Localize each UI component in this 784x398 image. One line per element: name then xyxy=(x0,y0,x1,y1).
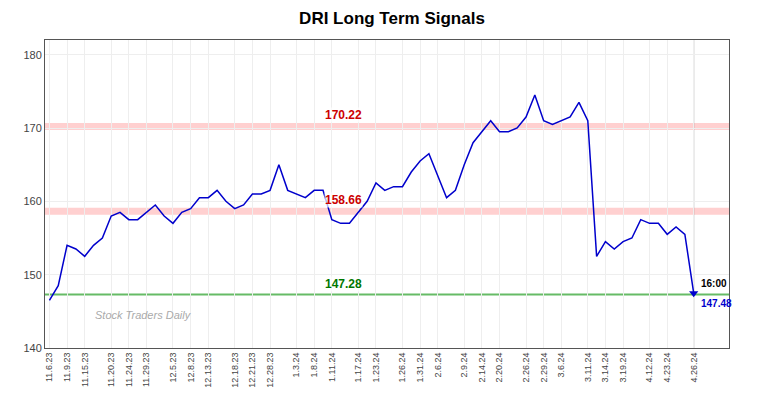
svg-text:1.3.24: 1.3.24 xyxy=(291,353,301,378)
svg-text:12.8.23: 12.8.23 xyxy=(186,353,196,383)
svg-text:1.11.24: 1.11.24 xyxy=(327,353,337,382)
svg-text:11.20.23: 11.20.23 xyxy=(106,353,116,387)
svg-text:4.26.24: 4.26.24 xyxy=(689,353,699,383)
svg-text:170.22: 170.22 xyxy=(325,108,362,122)
svg-text:2.29.24: 2.29.24 xyxy=(539,353,549,383)
svg-text:147.48: 147.48 xyxy=(701,298,732,309)
svg-text:147.28: 147.28 xyxy=(325,277,362,291)
svg-text:12.28.23: 12.28.23 xyxy=(265,353,275,388)
svg-text:3.6.24: 3.6.24 xyxy=(556,353,566,378)
svg-text:2.6.24: 2.6.24 xyxy=(433,353,443,378)
svg-text:170: 170 xyxy=(23,122,41,134)
svg-text:Stock Traders Daily: Stock Traders Daily xyxy=(95,309,192,321)
svg-text:11.15.23: 11.15.23 xyxy=(80,353,90,387)
svg-text:3.11.24: 3.11.24 xyxy=(583,353,593,382)
svg-text:11.9.23: 11.9.23 xyxy=(62,353,72,382)
svg-text:DRI Long Term Signals: DRI Long Term Signals xyxy=(299,9,485,28)
svg-text:1.31.24: 1.31.24 xyxy=(415,353,425,383)
svg-text:2.20.24: 2.20.24 xyxy=(494,353,504,383)
svg-text:16:00: 16:00 xyxy=(701,278,727,289)
svg-text:2.26.24: 2.26.24 xyxy=(521,353,531,383)
svg-text:12.13.23: 12.13.23 xyxy=(203,353,213,388)
svg-text:158.66: 158.66 xyxy=(325,193,362,207)
svg-text:2.14.24: 2.14.24 xyxy=(477,353,487,383)
svg-text:12.5.23: 12.5.23 xyxy=(168,353,178,383)
svg-text:3.19.24: 3.19.24 xyxy=(618,353,628,383)
svg-text:11.29.23: 11.29.23 xyxy=(141,353,151,387)
svg-text:11.24.23: 11.24.23 xyxy=(124,353,134,387)
svg-text:160: 160 xyxy=(23,195,41,207)
svg-text:3.14.24: 3.14.24 xyxy=(600,353,610,383)
svg-text:12.18.23: 12.18.23 xyxy=(230,353,240,388)
svg-text:1.8.24: 1.8.24 xyxy=(309,353,319,378)
svg-text:4.12.24: 4.12.24 xyxy=(644,353,654,383)
svg-text:4.23.24: 4.23.24 xyxy=(662,353,672,383)
svg-text:180: 180 xyxy=(23,49,41,61)
svg-text:1.26.24: 1.26.24 xyxy=(397,353,407,383)
svg-text:150: 150 xyxy=(23,269,41,281)
svg-text:140: 140 xyxy=(23,342,41,354)
svg-text:1.23.24: 1.23.24 xyxy=(371,353,381,383)
svg-text:2.9.24: 2.9.24 xyxy=(459,353,469,378)
svg-text:1.17.24: 1.17.24 xyxy=(353,353,363,383)
svg-text:12.21.23: 12.21.23 xyxy=(247,353,257,388)
svg-text:11.6.23: 11.6.23 xyxy=(44,353,54,382)
